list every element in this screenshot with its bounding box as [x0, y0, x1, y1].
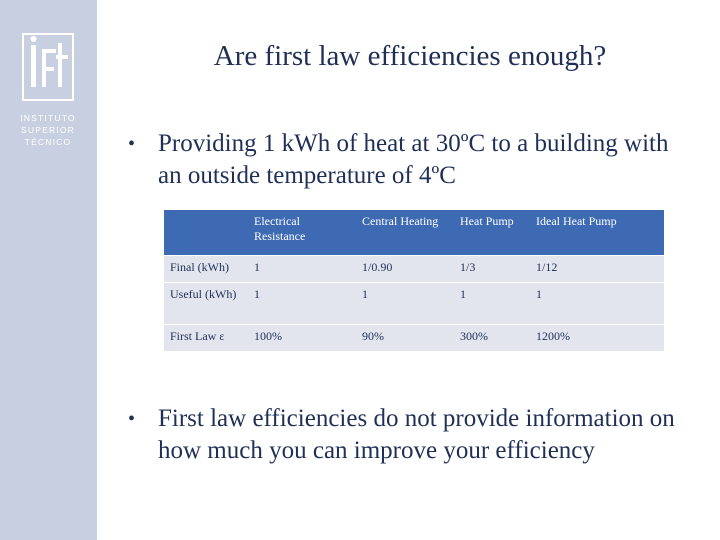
table-cell: 1 [454, 282, 530, 325]
row-label: Final (kWh) [164, 255, 248, 283]
table-cell: 1/3 [454, 255, 530, 283]
slide-title: Are first law efficiencies enough? [213, 40, 607, 72]
row-label: First Law ε [164, 324, 248, 351]
table-cell: 1 [248, 282, 356, 325]
table-cell: 90% [356, 324, 454, 351]
logo-line-3: TÉCNICO [24, 137, 72, 147]
table-cell: 1/12 [530, 255, 664, 283]
table-row: Final (kWh) 1 1/0.90 1/3 1/12 [164, 255, 664, 283]
logo-line-1: INSTITUTO [20, 113, 76, 123]
bullet-2-text: First law efficiencies do not provide in… [158, 405, 675, 464]
ist-logo-mark-icon [22, 33, 74, 101]
table-cell: 100% [248, 324, 356, 351]
header-central-heating: Central Heating [356, 210, 454, 256]
table-cell: 1200% [530, 324, 664, 351]
bullet-1: • Providing 1 kWh of heat at 30ºC to a b… [128, 128, 688, 192]
logo-line-2: SUPERIOR [21, 125, 75, 135]
table-cell: 1 [356, 282, 454, 325]
table-cell: 300% [454, 324, 530, 351]
bullet-1-text: Providing 1 kWh of heat at 30ºC to a bui… [158, 130, 669, 189]
bullet-2: • First law efficiencies do not provide … [128, 403, 688, 467]
table-cell: 1 [248, 255, 356, 283]
ist-logo: INSTITUTO SUPERIOR TÉCNICO [18, 33, 78, 163]
table-row: Useful (kWh) 1 1 1 1 [164, 282, 664, 325]
efficiency-table: Electrical Resistance Central Heating He… [164, 210, 664, 351]
bullet-dot-icon: • [128, 133, 136, 155]
sidebar: INSTITUTO SUPERIOR TÉCNICO [0, 0, 97, 540]
bullet-dot-icon: • [128, 408, 136, 430]
table-row: First Law ε 100% 90% 300% 1200% [164, 324, 664, 351]
header-cell-empty [164, 210, 248, 256]
row-label: Useful (kWh) [164, 282, 248, 325]
table-cell: 1 [530, 282, 664, 325]
header-electrical-resistance: Electrical Resistance [248, 210, 356, 256]
table-header-row: Electrical Resistance Central Heating He… [164, 210, 664, 256]
header-ideal-heat-pump: Ideal Heat Pump [530, 210, 664, 256]
header-heat-pump: Heat Pump [454, 210, 530, 256]
table-cell: 1/0.90 [356, 255, 454, 283]
